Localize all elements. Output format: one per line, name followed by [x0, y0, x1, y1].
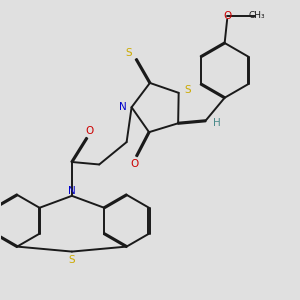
Text: S: S	[184, 85, 191, 95]
Text: O: O	[130, 158, 138, 169]
Text: H: H	[213, 118, 220, 128]
Text: N: N	[68, 186, 76, 196]
Text: S: S	[69, 255, 75, 265]
Text: S: S	[125, 48, 132, 58]
Text: N: N	[119, 102, 127, 112]
Text: O: O	[223, 11, 231, 21]
Text: O: O	[85, 126, 93, 136]
Text: CH₃: CH₃	[249, 11, 265, 20]
